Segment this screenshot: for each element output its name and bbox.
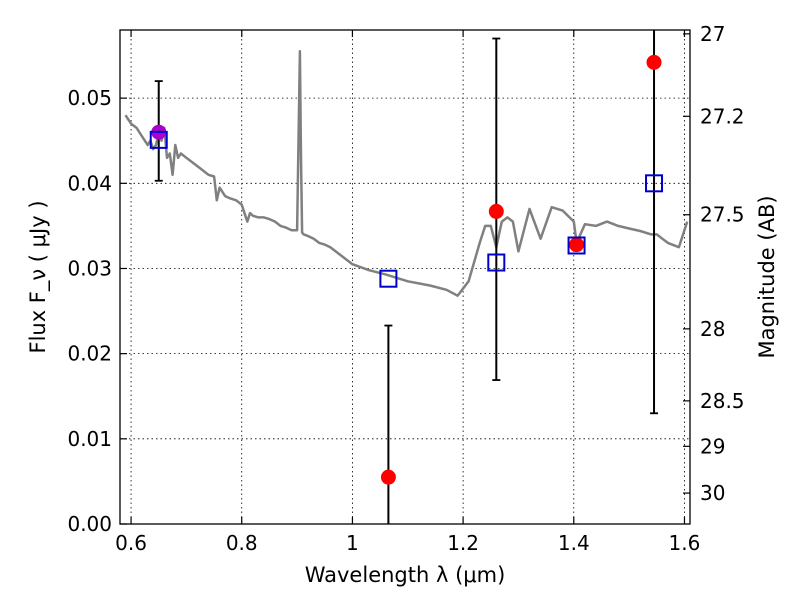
y-tick-label: 0.03 — [67, 256, 112, 280]
mag-tick-label: 27.2 — [700, 104, 745, 128]
y-tick-label: 0.04 — [67, 171, 112, 195]
mag-tick-label: 27 — [700, 22, 725, 46]
x-tick-label: 1.6 — [669, 531, 701, 555]
magnitude-axis-label: Magnitude (AB) — [755, 195, 779, 358]
y-axis-label: Flux F_ν ( μJy ) — [26, 200, 51, 353]
mag-tick-label: 29 — [700, 434, 725, 458]
mag-tick-label: 28 — [700, 317, 725, 341]
y-tick-label: 0.01 — [67, 427, 112, 451]
observed-flux-point — [380, 469, 396, 485]
x-tick-label: 0.8 — [226, 531, 258, 555]
observed-flux-point — [488, 203, 504, 219]
model-photometry-marker — [379, 269, 398, 288]
y-tick-label: 0.00 — [67, 512, 112, 536]
mag-tick-label: 27.5 — [700, 203, 745, 227]
model-photometry-marker — [645, 174, 664, 193]
x-tick-label: 1.4 — [558, 531, 590, 555]
x-tick-label: 0.6 — [115, 531, 147, 555]
mag-tick-label: 28.5 — [700, 389, 745, 413]
magnitude-axis: 27 27.2 27.5 28 28.5 29 30 — [683, 22, 745, 505]
model-photometry-marker — [487, 253, 506, 272]
plot-frame — [119, 29, 691, 525]
x-tick-label: 1.2 — [447, 531, 479, 555]
x-axis: 0.6 0.8 1 1.2 1.4 1.6 — [115, 30, 700, 555]
y-tick-label: 0.05 — [67, 86, 112, 110]
plot-area — [124, 30, 689, 524]
observed-flux-point — [569, 237, 585, 253]
x-axis-label: Wavelength λ (μm) — [305, 563, 506, 587]
y-axis: 0.00 0.01 0.02 0.03 0.04 0.05 — [67, 86, 127, 536]
x-tick-label: 1 — [346, 531, 359, 555]
observed-flux-point — [646, 54, 662, 70]
model-spectrum-line — [124, 50, 689, 297]
y-tick-label: 0.02 — [67, 342, 112, 366]
model-photometry-marker — [149, 130, 168, 149]
mag-tick-label: 30 — [700, 481, 725, 505]
model-photometry-marker — [567, 236, 586, 255]
